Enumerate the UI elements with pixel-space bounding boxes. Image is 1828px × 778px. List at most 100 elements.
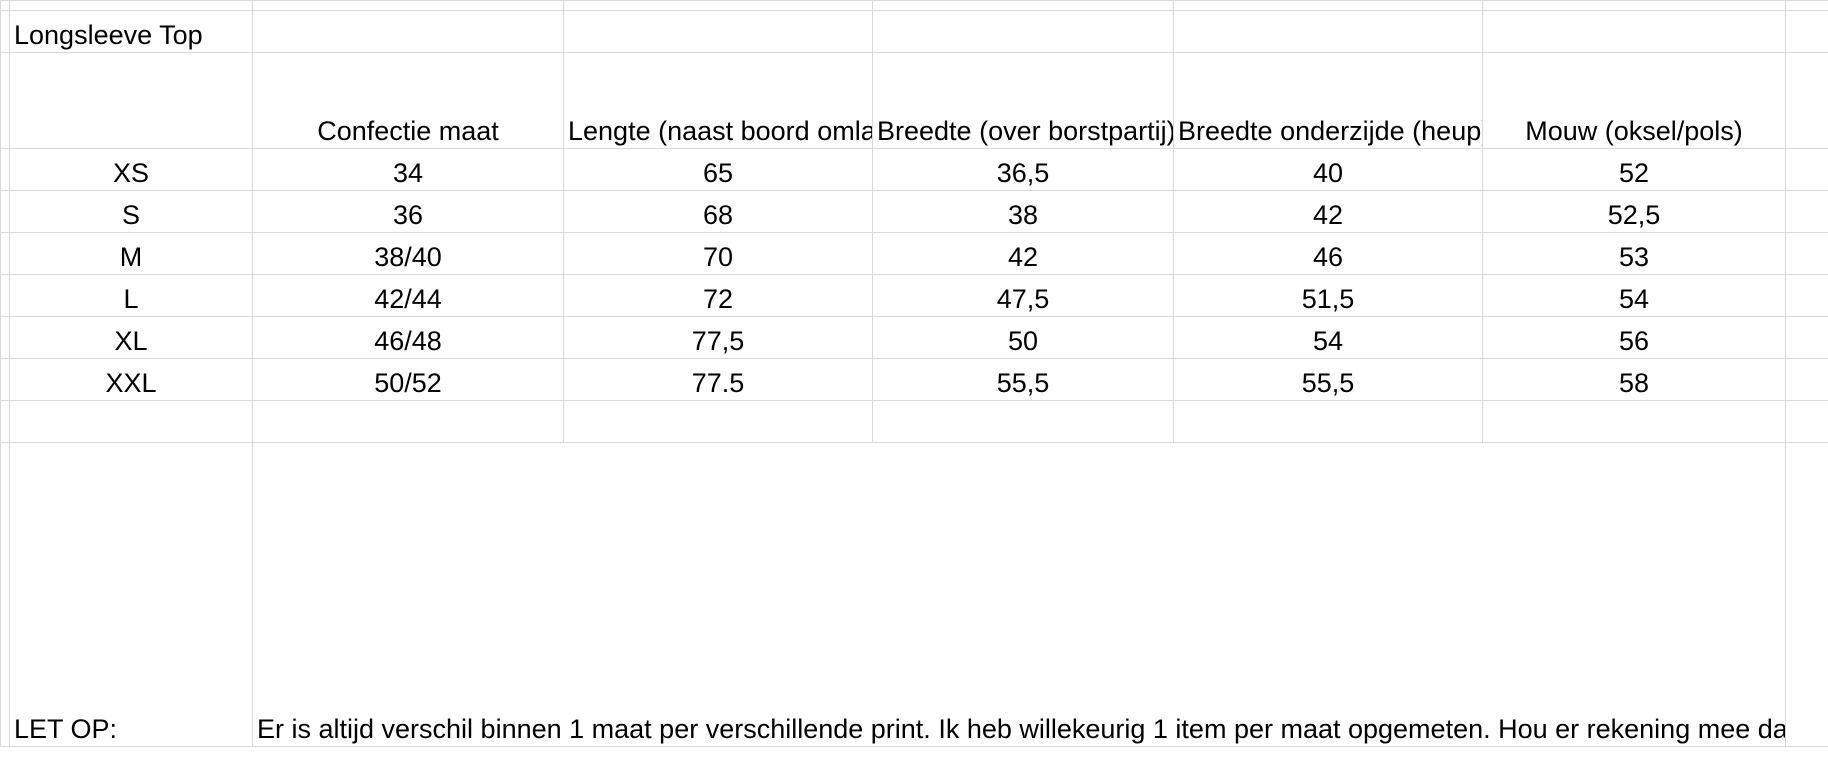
column-header-confectie-maat[interactable]: Confectie maat xyxy=(252,52,564,149)
header-line-1: Lengte (naast boord xyxy=(568,116,810,147)
cell-lengte[interactable]: 68 xyxy=(563,190,873,233)
header-line-2: omlaag) xyxy=(817,116,871,147)
column-header-size[interactable] xyxy=(9,52,253,149)
cell-size[interactable]: XS xyxy=(9,148,253,191)
cell-gutter[interactable] xyxy=(0,400,10,443)
cell-gutter[interactable] xyxy=(0,10,10,53)
product-title-cell[interactable]: Longsleeve Top xyxy=(9,10,253,53)
cell-title-conf[interactable] xyxy=(252,10,564,53)
cell-mouw[interactable]: 58 xyxy=(1482,358,1786,401)
cell-confectie-maat[interactable]: 42/44 xyxy=(252,274,564,317)
cell-gutter[interactable] xyxy=(0,190,10,233)
cell-title-leng[interactable] xyxy=(563,10,873,53)
cell-title-heup[interactable] xyxy=(1173,10,1483,53)
column-header-mouw[interactable]: Mouw (oksel/pols) xyxy=(1482,52,1786,149)
note-body-cell[interactable]: Er is altijd verschil binnen 1 maat per … xyxy=(252,442,1786,747)
column-header-breedte[interactable]: Breedte (over borstpartij) xyxy=(872,52,1174,149)
cell-confectie-maat[interactable]: 50/52 xyxy=(252,358,564,401)
cell-size[interactable]: XXL xyxy=(9,358,253,401)
size-chart-table: Longsleeve Top Confectie maat Lengte (na… xyxy=(0,0,1828,747)
cell-note-tail[interactable] xyxy=(1785,442,1828,747)
cell-mouw[interactable]: 52 xyxy=(1482,148,1786,191)
cell-breedte[interactable]: 36,5 xyxy=(872,148,1174,191)
cell-sliver-size[interactable] xyxy=(9,0,253,11)
table-row-header: Confectie maat Lengte (naast boord omlaa… xyxy=(0,52,1828,149)
cell-sliver-leng[interactable] xyxy=(563,0,873,11)
cell-breedte-onderzijde[interactable]: 51,5 xyxy=(1173,274,1483,317)
cell-sliver-tail[interactable] xyxy=(1785,0,1828,11)
table-row-blank xyxy=(0,400,1828,443)
cell-sliver-mouw[interactable] xyxy=(1482,0,1786,11)
cell-tail[interactable] xyxy=(1785,190,1828,233)
table-row: XS 34 65 36,5 40 52 xyxy=(0,148,1828,191)
column-header-breedte-onderzijde[interactable]: Breedte onderzijde (heup) xyxy=(1173,52,1483,149)
cell-breedte-onderzijde[interactable]: 46 xyxy=(1173,232,1483,275)
cell-breedte-onderzijde[interactable]: 55,5 xyxy=(1173,358,1483,401)
table-row: S 36 68 38 42 52,5 xyxy=(0,190,1828,233)
cell-lengte[interactable]: 65 xyxy=(563,148,873,191)
cell-breedte-onderzijde[interactable]: 40 xyxy=(1173,148,1483,191)
table-row: L 42/44 72 47,5 51,5 54 xyxy=(0,274,1828,317)
cell-gutter[interactable] xyxy=(0,442,10,747)
cell-tail[interactable] xyxy=(1785,232,1828,275)
cell-tail[interactable] xyxy=(1785,148,1828,191)
cell-lengte[interactable]: 77,5 xyxy=(563,316,873,359)
note-label-cell[interactable]: LET OP: xyxy=(9,442,253,747)
cell-confectie-maat[interactable]: 34 xyxy=(252,148,564,191)
cell-gutter[interactable] xyxy=(0,274,10,317)
cell-gutter[interactable] xyxy=(0,148,10,191)
cell-blank-heup[interactable] xyxy=(1173,400,1483,443)
table-row-note: LET OP: Er is altijd verschil binnen 1 m… xyxy=(0,442,1828,747)
cell-blank-mouw[interactable] xyxy=(1482,400,1786,443)
column-header-lengte[interactable]: Lengte (naast boord omlaag) xyxy=(563,52,873,149)
cell-mouw[interactable]: 54 xyxy=(1482,274,1786,317)
cell-gutter[interactable] xyxy=(0,358,10,401)
cell-tail[interactable] xyxy=(1785,316,1828,359)
cell-mouw[interactable]: 56 xyxy=(1482,316,1786,359)
cell-sliver-conf[interactable] xyxy=(252,0,564,11)
cell-blank-conf[interactable] xyxy=(252,400,564,443)
cell-lengte[interactable]: 72 xyxy=(563,274,873,317)
table-row-sliver xyxy=(0,0,1828,11)
table-row: M 38/40 70 42 46 53 xyxy=(0,232,1828,275)
table-row: XXL 50/52 77.5 55,5 55,5 58 xyxy=(0,358,1828,401)
cell-breedte[interactable]: 55,5 xyxy=(872,358,1174,401)
cell-tail[interactable] xyxy=(1785,274,1828,317)
cell-blank-tail[interactable] xyxy=(1785,400,1828,443)
cell-sliver-bree[interactable] xyxy=(872,0,1174,11)
cell-gutter[interactable] xyxy=(0,52,10,149)
header-line-1: Breedte onderzijde xyxy=(1178,116,1405,147)
table-row: XL 46/48 77,5 50 54 56 xyxy=(0,316,1828,359)
cell-title-mouw[interactable] xyxy=(1482,10,1786,53)
cell-size[interactable]: M xyxy=(9,232,253,275)
cell-size[interactable]: L xyxy=(9,274,253,317)
cell-size[interactable]: XL xyxy=(9,316,253,359)
cell-blank-size[interactable] xyxy=(9,400,253,443)
cell-mouw[interactable]: 52,5 xyxy=(1482,190,1786,233)
cell-blank-leng[interactable] xyxy=(563,400,873,443)
cell-confectie-maat[interactable]: 36 xyxy=(252,190,564,233)
cell-lengte[interactable]: 70 xyxy=(563,232,873,275)
cell-gutter[interactable] xyxy=(0,232,10,275)
cell-title-tail[interactable] xyxy=(1785,10,1828,53)
cell-lengte[interactable]: 77.5 xyxy=(563,358,873,401)
header-line-2: (heup) xyxy=(1412,116,1483,147)
cell-blank-bree[interactable] xyxy=(872,400,1174,443)
cell-breedte[interactable]: 42 xyxy=(872,232,1174,275)
cell-breedte[interactable]: 47,5 xyxy=(872,274,1174,317)
cell-breedte[interactable]: 50 xyxy=(872,316,1174,359)
cell-header-tail[interactable] xyxy=(1785,52,1828,149)
cell-breedte-onderzijde[interactable]: 54 xyxy=(1173,316,1483,359)
cell-breedte[interactable]: 38 xyxy=(872,190,1174,233)
cell-confectie-maat[interactable]: 38/40 xyxy=(252,232,564,275)
cell-breedte-onderzijde[interactable]: 42 xyxy=(1173,190,1483,233)
cell-sliver-heup[interactable] xyxy=(1173,0,1483,11)
header-line-1: Breedte xyxy=(877,116,972,147)
cell-title-bree[interactable] xyxy=(872,10,1174,53)
cell-mouw[interactable]: 53 xyxy=(1482,232,1786,275)
cell-size[interactable]: S xyxy=(9,190,253,233)
cell-confectie-maat[interactable]: 46/48 xyxy=(252,316,564,359)
cell-tail[interactable] xyxy=(1785,358,1828,401)
cell-gutter[interactable] xyxy=(0,0,10,11)
cell-gutter[interactable] xyxy=(0,316,10,359)
